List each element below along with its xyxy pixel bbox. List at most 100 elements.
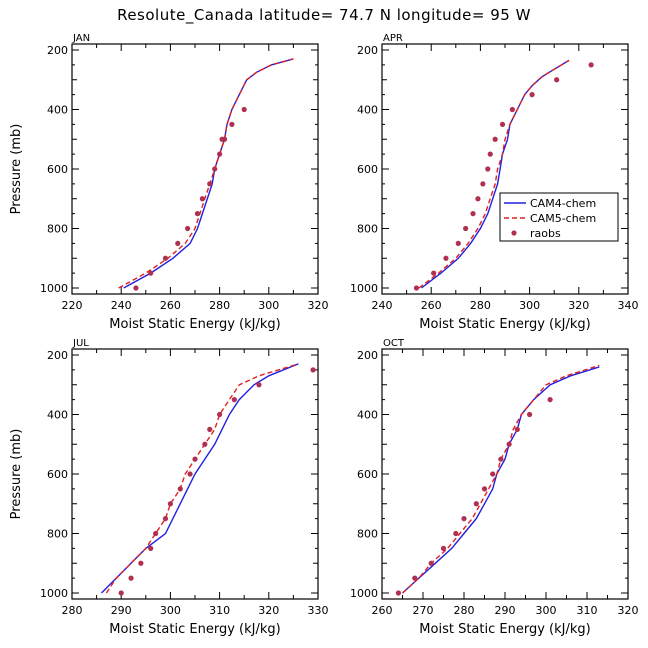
raobs-point <box>162 516 169 522</box>
y-tick-label: 200 <box>47 44 68 57</box>
raobs-point <box>431 270 437 276</box>
raobs-point <box>514 426 520 432</box>
x-tick-label: 260 <box>160 299 181 312</box>
raobs-point <box>199 196 205 202</box>
panel-oct: 260 270 280 290 300 310 320 200 400 600 800 1000 OCT… <box>350 338 639 637</box>
panel-jan: 220 240 260 280 300 320 200 400 600 800 1000 JAN Moi… <box>9 33 329 332</box>
raobs-point <box>453 530 459 537</box>
raobs-point <box>175 240 181 246</box>
raobs-point <box>177 486 183 492</box>
cam4-chem-line <box>123 58 294 289</box>
legend: CAM4-chem CAM5-chem raobs <box>499 192 619 242</box>
x-axis-label: Moist Static Energy (kJ/kg) <box>109 622 280 637</box>
y-tick-label: 600 <box>47 163 68 176</box>
cam5-chem-line <box>118 58 294 289</box>
raobs-point <box>527 411 533 418</box>
raobs-point <box>490 471 496 477</box>
y-tick-label: 400 <box>47 409 68 422</box>
cam5-chem-line <box>402 364 600 594</box>
x-axis-label: Moist Static Energy (kJ/kg) <box>109 317 280 332</box>
raobs-point <box>588 62 594 68</box>
x-tick-label: 270 <box>413 604 434 617</box>
raobs-point <box>440 545 447 551</box>
legend-label-cam4-chem: CAM4-chem <box>530 197 596 210</box>
y-tick-label: 600 <box>357 163 378 176</box>
raobs-point <box>202 441 208 447</box>
x-tick-label: 290 <box>111 604 132 617</box>
raobs-point <box>162 255 169 261</box>
legend-label-raobs: raobs <box>530 227 561 240</box>
raobs-point <box>167 501 173 507</box>
raobs-point <box>153 530 159 537</box>
raobs-point <box>221 136 228 142</box>
raobs-point <box>492 136 498 142</box>
x-tick-label: 220 <box>62 299 83 312</box>
raobs-point <box>194 211 201 217</box>
raobs-point <box>207 426 213 432</box>
raobs-point <box>241 106 247 113</box>
x-tick-label: 310 <box>577 604 598 617</box>
y-tick-label: 1000 <box>350 587 378 600</box>
raobs-point <box>412 575 418 581</box>
plot-frame <box>71 43 319 295</box>
raobs-point <box>487 151 493 157</box>
legend-label-cam5-chem: CAM5-chem <box>530 212 596 225</box>
x-tick-label: 240 <box>372 299 393 312</box>
plot-frame <box>381 43 629 295</box>
cam4-chem-line <box>420 59 570 289</box>
raobs-point <box>498 456 504 462</box>
x-tick-label: 310 <box>209 604 230 617</box>
x-tick-label: 300 <box>536 604 557 617</box>
figure-title: Resolute_Canada latitude= 74.7 N longitu… <box>117 6 531 24</box>
raobs-point <box>148 545 154 551</box>
x-axis-label: Moist Static Energy (kJ/kg) <box>419 622 590 637</box>
x-tick-label: 340 <box>618 299 639 312</box>
y-tick-label: 400 <box>357 409 378 422</box>
x-tick-label: 280 <box>470 299 491 312</box>
raobs-point <box>148 270 154 276</box>
y-tick-label: 800 <box>47 223 68 236</box>
panel-jul: 280 290 300 310 320 330 200 400 600 800 1000 JUL Moi… <box>9 338 329 637</box>
y-tick-label: 600 <box>47 468 68 481</box>
raobs-point <box>413 285 420 291</box>
raobs-point <box>231 397 237 403</box>
raobs-point <box>509 106 515 113</box>
raobs-point <box>217 151 223 157</box>
y-axis-label: Pressure (mb) <box>9 429 24 520</box>
x-tick-label: 280 <box>62 604 83 617</box>
panel-label: APR <box>383 33 403 44</box>
y-tick-label: 1000 <box>40 587 68 600</box>
panel-label: OCT <box>383 338 405 349</box>
raobs-point <box>118 590 124 596</box>
raobs-point <box>470 211 476 217</box>
raobs-point <box>395 590 401 596</box>
raobs-point <box>310 367 316 373</box>
y-tick-label: 1000 <box>40 282 68 295</box>
raobs-point <box>485 166 491 172</box>
raobs-point <box>217 411 223 418</box>
y-tick-label: 200 <box>357 44 378 57</box>
raobs-point <box>473 501 479 507</box>
raobs-point <box>463 225 469 232</box>
y-axis-label: Pressure (mb) <box>9 124 24 215</box>
raobs-point <box>133 285 139 291</box>
legend-box <box>499 192 619 242</box>
raobs-point <box>207 181 213 187</box>
y-tick-label: 400 <box>47 104 68 117</box>
x-tick-label: 290 <box>495 604 516 617</box>
raobs-point <box>481 486 488 492</box>
x-tick-label: 260 <box>421 299 442 312</box>
x-tick-label: 320 <box>258 604 279 617</box>
legend-marker-raobs <box>511 230 517 236</box>
raobs-point <box>443 255 449 261</box>
plot-frame <box>381 348 629 600</box>
x-tick-label: 300 <box>519 299 540 312</box>
raobs-point <box>506 441 512 447</box>
y-tick-label: 800 <box>357 528 378 541</box>
y-tick-label: 200 <box>357 349 378 362</box>
x-tick-label: 320 <box>568 299 589 312</box>
raobs-point <box>475 196 481 202</box>
raobs-point <box>461 516 467 522</box>
raobs-point <box>212 166 218 172</box>
